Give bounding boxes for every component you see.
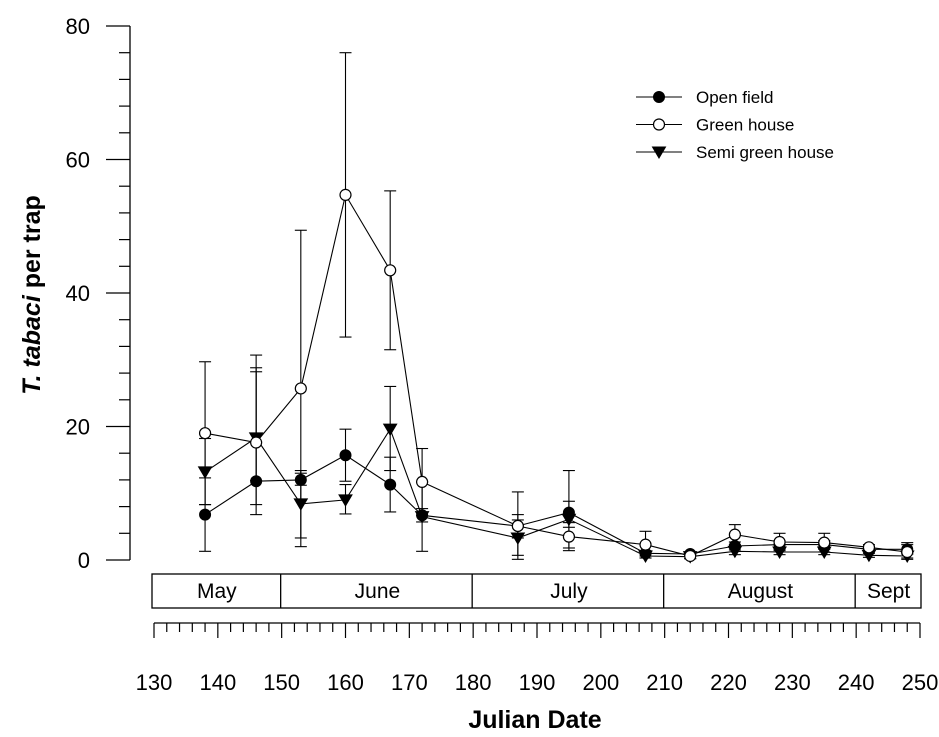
legend-marker — [651, 146, 667, 159]
data-point — [384, 478, 397, 491]
x-tick-label: 210 — [646, 670, 683, 695]
data-point — [416, 475, 429, 489]
data-point — [199, 508, 212, 521]
y-tick-label: 80 — [66, 14, 90, 39]
y-axis-title-italic: T. tabaci — [18, 294, 46, 395]
series-line — [204, 427, 908, 558]
data-point — [384, 264, 397, 277]
data-point — [562, 530, 576, 543]
x-tick-label: 200 — [582, 670, 619, 695]
month-label: May — [197, 580, 237, 603]
series-open-field — [199, 367, 914, 560]
data-point — [728, 528, 741, 541]
x-axis: 130 140 150 160 170 180 190 200 210 220 230 240 250 — [136, 622, 939, 695]
x-tick-label: 230 — [774, 670, 811, 695]
x-tick-label: 190 — [519, 670, 556, 695]
legend-label: Open field — [696, 88, 774, 107]
y-axis-title: T. tabaci per trap — [18, 195, 46, 395]
x-axis-title: Julian Date — [468, 706, 601, 734]
y-tick-label: 20 — [66, 415, 90, 440]
series-layer — [197, 52, 915, 564]
y-tick-label: 40 — [66, 281, 90, 306]
x-tick-label: 170 — [391, 670, 428, 695]
y-axis-title-rest: per trap — [18, 195, 46, 295]
x-tick-label: 130 — [136, 670, 173, 695]
legend-label: Semi green house — [696, 143, 834, 162]
data-point — [339, 188, 352, 201]
y-tick-label: 0 — [78, 548, 90, 573]
data-point — [773, 535, 786, 549]
month-label: August — [728, 580, 794, 603]
month-label: June — [355, 580, 401, 603]
legend-marker — [652, 118, 666, 131]
data-point — [339, 449, 352, 462]
month-label: Sept — [867, 580, 910, 603]
data-point — [338, 494, 353, 507]
legend-item-semi-green-house: Semi green house — [636, 143, 834, 162]
y-tick-label: 60 — [66, 148, 90, 173]
legend-marker — [653, 91, 665, 103]
x-tick-label: 240 — [838, 670, 875, 695]
data-point — [250, 436, 263, 449]
month-bar-frame — [151, 573, 922, 609]
month-bar: May June July August Sept — [151, 573, 922, 609]
month-label: July — [550, 580, 588, 603]
legend: Open field Green house Semi green house — [636, 88, 834, 162]
legend-label: Green house — [696, 116, 794, 135]
data-point — [727, 545, 743, 559]
x-tick-label: 180 — [455, 670, 492, 695]
y-axis: 0 20 40 60 80 — [66, 14, 131, 573]
x-tick-label: 160 — [327, 670, 364, 695]
data-point — [561, 513, 577, 527]
data-point — [382, 423, 398, 437]
legend-item-green-house: Green house — [636, 116, 794, 135]
data-point — [639, 538, 652, 551]
x-tick-label: 150 — [263, 670, 300, 695]
x-tick-label: 250 — [902, 670, 939, 695]
data-point — [818, 536, 831, 549]
series-green-house — [198, 52, 914, 563]
x-tick-label: 220 — [710, 670, 747, 695]
x-tick-label: 140 — [199, 670, 236, 695]
legend-item-open-field: Open field — [636, 88, 774, 107]
data-point — [198, 427, 212, 440]
data-point — [294, 382, 307, 395]
series-line — [204, 454, 908, 555]
data-point — [901, 545, 914, 559]
series-line — [205, 193, 908, 557]
data-point — [684, 549, 697, 563]
data-point — [511, 519, 524, 533]
data-point — [862, 541, 876, 554]
